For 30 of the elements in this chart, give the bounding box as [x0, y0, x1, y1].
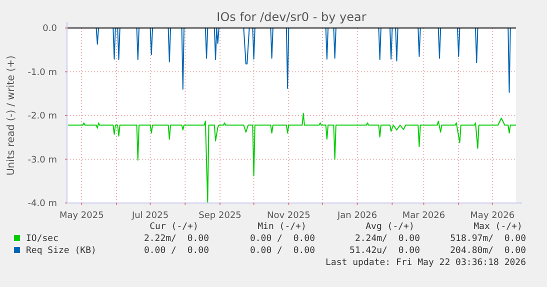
x-tick-label: Mar 2026 [402, 211, 446, 221]
legend-label: IO/sec [26, 234, 59, 244]
text: Last update: Fri May 22 03:36:18 2026 [326, 258, 526, 268]
y-tick-label: -1.0 m [28, 68, 57, 78]
x-tick-label: Nov 2025 [267, 211, 310, 221]
y-tick-label: 0.0 [42, 24, 58, 34]
y-tick-label: -4.0 m [28, 199, 57, 209]
text: Avg (-/+) [366, 222, 414, 232]
text: Cur (-/+) [150, 222, 198, 232]
text: 0.00 / 0.00 [250, 234, 315, 244]
text: 2.24m/ 0.00 [354, 234, 420, 244]
line-series [68, 112, 516, 203]
x-tick-label: May 2025 [59, 211, 104, 221]
y-tick-label: -3.0 m [28, 155, 57, 166]
chart-title: IOs for /dev/sr0 - by year [216, 10, 366, 24]
x-tick-label: Jan 2026 [336, 211, 378, 221]
text: Min (-/+) [258, 222, 306, 232]
text: 0.00 / 0.00 [250, 246, 315, 256]
x-tick-label: Jul 2025 [130, 211, 169, 221]
y-axis-title: Units read (-) / write (+) [6, 55, 17, 176]
text: 0.00 / 0.00 [144, 246, 209, 256]
legend-label: Req Size (KB) [26, 246, 96, 256]
text: 204.80m/ 0.00 [450, 246, 526, 256]
text: 2.22m/ 0.00 [144, 234, 209, 244]
text: Max (-/+) [474, 222, 522, 232]
x-tick-label: Sep 2025 [198, 211, 242, 221]
text: 518.97m/ 0.00 [450, 234, 526, 244]
x-tick-label: May 2026 [470, 211, 515, 221]
text: 51.42u/ 0.00 [350, 246, 420, 256]
y-tick-label: -2.0 m [28, 112, 57, 122]
